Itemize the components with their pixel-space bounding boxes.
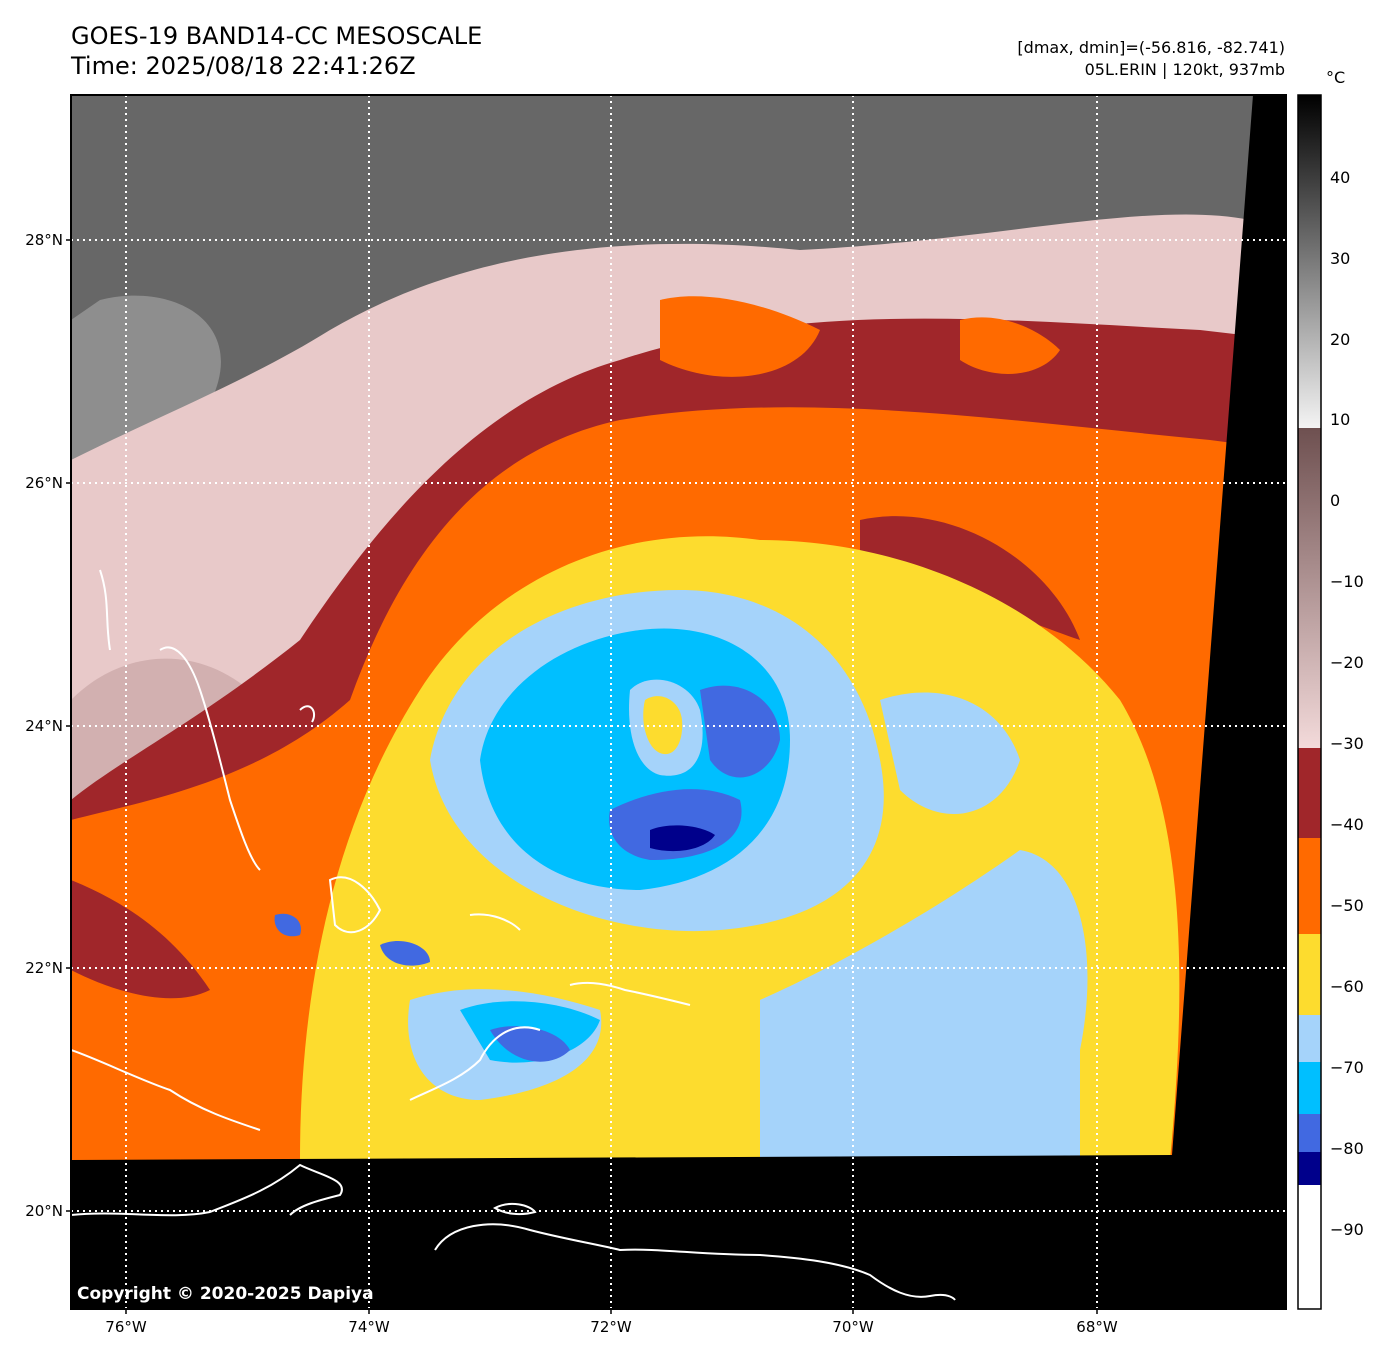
- colorbar-royal-blue: [1298, 1114, 1321, 1152]
- colorbar-orange: [1298, 838, 1321, 934]
- axis-ticks: [66, 239, 1098, 1314]
- data-range-text: [dmax, dmin]=(-56.816, -82.741): [1017, 38, 1285, 57]
- imagery-layer: [71, 95, 1286, 1309]
- colorbar-brown-segment: [1298, 428, 1321, 748]
- lon-label-76w: 76°W: [105, 1318, 147, 1336]
- no-data-region: [71, 95, 1286, 1309]
- colorbar-tick-label: −40: [1330, 815, 1364, 834]
- chart-timestamp: Time: 2025/08/18 22:41:26Z: [71, 52, 416, 80]
- chart-title: GOES-19 BAND14-CC MESOSCALE: [71, 22, 483, 50]
- lon-label-68w: 68°W: [1076, 1318, 1118, 1336]
- lat-label-26n: 26°N: [25, 474, 63, 492]
- colorbar-tick-label: −90: [1330, 1220, 1364, 1239]
- colorbar-tick-label: 0: [1330, 491, 1341, 510]
- colorbar-tick-label: 40: [1330, 168, 1351, 187]
- cloud-band-navy: [650, 825, 715, 852]
- lat-label-22n: 22°N: [25, 959, 63, 977]
- colorbar-warm-segment: [1298, 95, 1321, 428]
- lon-label-70w: 70°W: [832, 1318, 874, 1336]
- lon-label-72w: 72°W: [590, 1318, 632, 1336]
- colorbar-tick-label: −20: [1330, 653, 1364, 672]
- colorbar-tick-label: −60: [1330, 977, 1364, 996]
- colorbar-tick-label: 10: [1330, 410, 1351, 429]
- colorbar: [1297, 94, 1322, 1310]
- colorbar-unit: °C: [1326, 68, 1346, 87]
- colorbar-frame: [1297, 94, 1322, 1310]
- colorbar-tick-label: −30: [1330, 734, 1364, 753]
- storm-info-text: 05L.ERIN | 120kt, 937mb: [1084, 60, 1285, 79]
- colorbar-dark-red: [1298, 748, 1321, 838]
- colorbar-tick-label: −10: [1330, 572, 1364, 591]
- cloud-band-royal-blue: [609, 789, 742, 860]
- colorbar-yellow: [1298, 934, 1321, 1015]
- colorbar-white: [1298, 1185, 1321, 1309]
- colorbar-tick-label: 20: [1330, 330, 1351, 349]
- colorbar-tick-label: 30: [1330, 249, 1351, 268]
- lat-label-24n: 24°N: [25, 717, 63, 735]
- copyright-text: Copyright © 2020-2025 Dapiya: [77, 1284, 374, 1304]
- graticule: [71, 95, 1286, 1309]
- lon-label-74w: 74°W: [348, 1318, 390, 1336]
- colorbar-tick-label: −80: [1330, 1139, 1364, 1158]
- lat-label-28n: 28°N: [25, 231, 63, 249]
- lat-label-20n: 20°N: [25, 1202, 63, 1220]
- colorbar-tick-label: −70: [1330, 1058, 1364, 1077]
- map-frame: [70, 94, 1287, 1310]
- colorbar-tick-label: −50: [1330, 896, 1364, 915]
- colorbar-navy: [1298, 1152, 1321, 1185]
- colorbar-light-blue: [1298, 1015, 1321, 1062]
- colorbar-cyan: [1298, 1062, 1321, 1114]
